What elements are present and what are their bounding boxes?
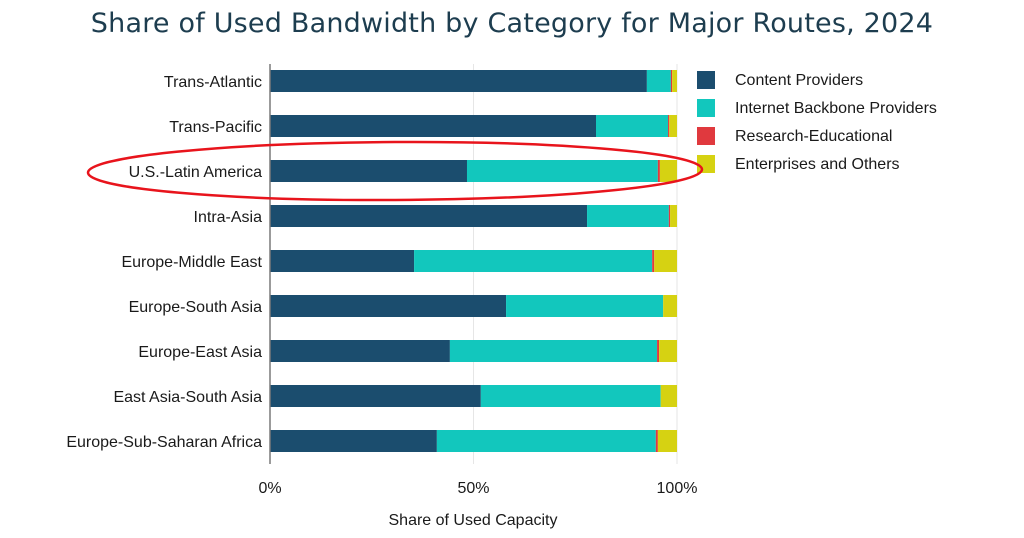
bar-segment-internet-backbone-providers [506, 295, 664, 317]
bar-segment-research-educational [657, 160, 660, 182]
bar-segment-internet-backbone-providers [414, 250, 653, 272]
category-label: Trans-Pacific [169, 119, 262, 136]
legend-swatch [697, 71, 715, 89]
bar-segment-research-educational [668, 115, 670, 137]
bar-segment-enterprises-and-others [660, 385, 677, 407]
bar-segment-content-providers [270, 385, 481, 407]
bar-segment-internet-backbone-providers [646, 70, 671, 92]
category-label: Trans-Atlantic [164, 74, 262, 91]
bar-segment-internet-backbone-providers [436, 430, 656, 452]
category-label: Europe-East Asia [138, 344, 262, 361]
legend-label: Internet Backbone Providers [735, 100, 937, 117]
legend-swatch [697, 99, 715, 117]
bar-segment-research-educational [657, 340, 660, 362]
category-label: Europe-Middle East [121, 254, 262, 271]
bar-segment-content-providers [270, 430, 437, 452]
annotations [86, 140, 704, 202]
category-labels: Trans-Atlantic Trans-Pacific U.S.-Latin Am… [66, 74, 262, 451]
bar-segment-internet-backbone-providers [449, 340, 658, 362]
x-tick-label: 0% [258, 480, 281, 497]
highlight-ellipse [86, 140, 704, 202]
bar-segment-content-providers [270, 295, 507, 317]
bar-segment-research-educational [655, 430, 658, 452]
bar-segment-internet-backbone-providers [480, 385, 661, 407]
bar-segment-enterprises-and-others [663, 295, 677, 317]
bar-segment-enterprises-and-others [669, 115, 677, 137]
bar-segment-internet-backbone-providers [596, 115, 669, 137]
category-label: Intra-Asia [194, 209, 263, 226]
bars [270, 70, 677, 452]
x-tick-label: 50% [457, 480, 489, 497]
x-tick-labels: 0% 50% 100% [258, 480, 697, 497]
category-label: Europe-South Asia [129, 299, 263, 316]
bar-segment-content-providers [270, 70, 647, 92]
bar-segment-content-providers [270, 205, 588, 227]
legend-label: Research-Educational [735, 128, 892, 145]
x-axis-title: Share of Used Capacity [389, 512, 558, 529]
bar-segment-content-providers [270, 250, 415, 272]
legend-label: Enterprises and Others [735, 156, 900, 173]
chart-title: Share of Used Bandwidth by Category for … [90, 8, 934, 39]
bar-segment-research-educational [668, 205, 671, 227]
bar-segment-research-educational [670, 70, 673, 92]
category-label: Europe-Sub-Saharan Africa [66, 434, 262, 451]
bar-segment-enterprises-and-others [670, 205, 677, 227]
bar-segment-enterprises-and-others [657, 430, 677, 452]
bar-segment-content-providers [270, 340, 450, 362]
bar-segment-research-educational [652, 250, 655, 272]
bar-segment-enterprises-and-others [654, 250, 677, 272]
bar-segment-content-providers [270, 160, 467, 182]
bar-segment-internet-backbone-providers [587, 205, 669, 227]
legend-label: Content Providers [735, 72, 863, 89]
bar-segment-enterprises-and-others [659, 160, 677, 182]
x-tick-label: 100% [657, 480, 698, 497]
category-label: U.S.-Latin America [129, 164, 262, 181]
bar-segment-content-providers [270, 115, 597, 137]
category-label: East Asia-South Asia [113, 389, 262, 406]
legend-swatch [697, 155, 715, 173]
bar-segment-internet-backbone-providers [466, 160, 658, 182]
bar-segment-enterprises-and-others [659, 340, 677, 362]
bar-segment-enterprises-and-others [672, 70, 677, 92]
legend: Content Providers Internet Backbone Provi… [697, 71, 937, 173]
legend-swatch [697, 127, 715, 145]
